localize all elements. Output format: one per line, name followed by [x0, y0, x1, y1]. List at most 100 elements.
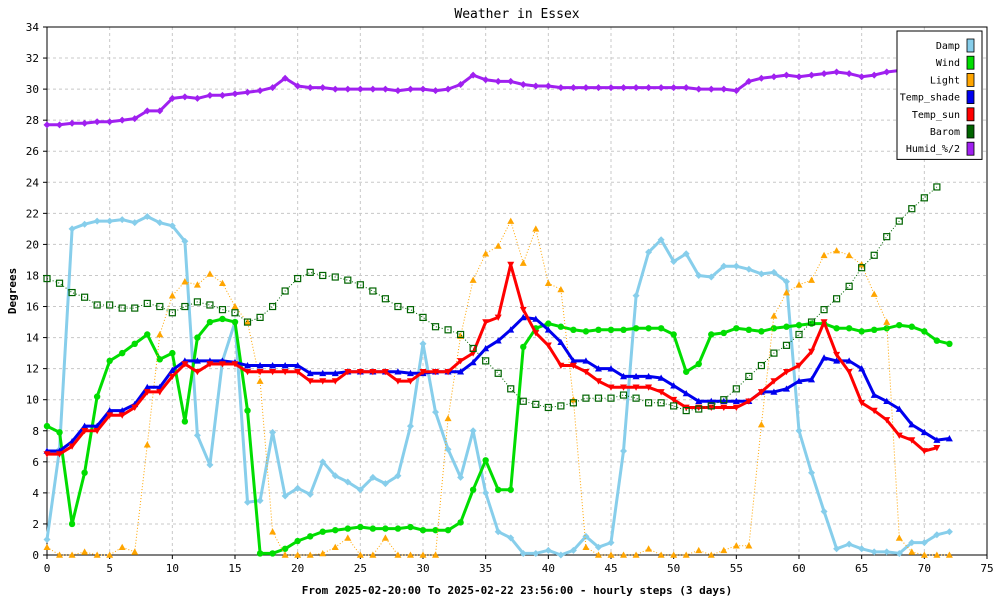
- data-point-light: [657, 551, 665, 558]
- data-point-temp-shade: [870, 391, 878, 398]
- data-point-light: [419, 551, 427, 558]
- data-point-barom: [344, 276, 352, 284]
- legend-label-temp-sun: Temp_sun: [912, 110, 960, 121]
- data-point-damp: [106, 217, 114, 225]
- y-tick-label: 32: [26, 52, 39, 65]
- data-point-light: [68, 551, 76, 558]
- data-point-light: [670, 551, 678, 558]
- data-point-temp-sun: [331, 378, 339, 385]
- legend-swatch-wind: [966, 55, 975, 70]
- data-point-wind: [657, 325, 665, 332]
- data-point-light: [908, 548, 916, 555]
- data-point-barom: [883, 233, 891, 241]
- data-point-damp: [68, 225, 76, 233]
- data-point-humid-2: [532, 82, 540, 90]
- data-point-light: [256, 377, 264, 384]
- data-point-damp: [895, 549, 903, 557]
- data-point-barom: [457, 330, 465, 339]
- data-point-wind: [845, 325, 853, 332]
- data-point-humid-2: [569, 84, 577, 92]
- data-point-wind: [307, 533, 314, 540]
- data-point-barom: [231, 309, 239, 317]
- data-point-damp: [620, 447, 628, 455]
- data-point-barom: [557, 402, 565, 410]
- y-tick-label: 16: [26, 301, 39, 314]
- data-point-humid-2: [319, 84, 327, 92]
- data-point-damp: [670, 257, 678, 265]
- data-point-temp-shade: [569, 357, 577, 364]
- data-point-damp: [118, 216, 126, 224]
- data-point-wind: [357, 523, 364, 531]
- data-point-temp-sun: [168, 373, 176, 380]
- data-point-temp-sun: [657, 389, 665, 396]
- data-point-damp: [344, 478, 352, 486]
- data-point-humid-2: [519, 80, 527, 88]
- data-point-damp: [419, 340, 427, 348]
- data-point-temp-sun: [833, 351, 841, 359]
- data-point-wind: [156, 356, 163, 363]
- data-point-wind: [607, 326, 615, 334]
- x-tick-label: 40: [542, 562, 555, 575]
- data-point-light: [895, 534, 903, 541]
- data-point-temp-shade: [81, 422, 89, 429]
- data-point-barom: [68, 288, 76, 297]
- data-point-light: [745, 542, 753, 549]
- data-point-humid-2: [732, 87, 740, 95]
- legend: Damp Wind Light Temp_shade Temp_sun Barom Humi…: [896, 30, 983, 160]
- legend-swatch-barom: [966, 124, 975, 139]
- data-point-temp-shade: [482, 344, 490, 352]
- data-point-temp-shade: [795, 377, 803, 384]
- data-point-barom: [93, 301, 101, 309]
- data-point-temp-sun: [870, 407, 878, 415]
- series: [43, 66, 953, 559]
- data-point-humid-2: [356, 85, 364, 93]
- data-point-wind: [482, 457, 489, 464]
- data-point-light: [582, 543, 590, 551]
- data-point-temp-sun: [193, 368, 201, 376]
- data-point-temp-sun: [356, 368, 364, 376]
- data-point-damp: [920, 539, 928, 547]
- data-point-temp-sun: [482, 319, 490, 326]
- data-point-temp-sun: [507, 261, 515, 269]
- data-point-humid-2: [43, 121, 51, 129]
- x-tick-label: 10: [166, 562, 179, 575]
- data-point-wind: [244, 407, 251, 414]
- x-tick-label: 60: [792, 562, 805, 575]
- data-point-wind: [871, 326, 878, 334]
- data-point-wind: [833, 325, 840, 332]
- x-tick-label: 5: [106, 562, 113, 575]
- data-point-light: [131, 548, 139, 555]
- data-point-temp-shade: [118, 407, 126, 414]
- data-point-temp-sun: [143, 389, 151, 396]
- data-point-damp: [732, 262, 740, 270]
- data-point-temp-sun: [256, 368, 264, 376]
- data-point-wind: [645, 325, 652, 332]
- data-point-damp: [269, 428, 277, 436]
- data-point-light: [770, 312, 778, 319]
- data-point-barom: [657, 399, 665, 407]
- data-point-damp: [833, 545, 841, 553]
- data-point-humid-2: [269, 84, 277, 92]
- data-point-barom: [494, 369, 502, 377]
- series-humid-2: [43, 66, 903, 129]
- data-point-temp-shade: [319, 369, 327, 377]
- y-tick-label: 0: [32, 549, 39, 562]
- data-point-wind: [93, 393, 101, 400]
- data-point-light: [444, 414, 452, 422]
- data-point-barom: [143, 299, 151, 308]
- legend-swatch-temp-sun: [966, 107, 975, 122]
- data-point-barom: [444, 326, 452, 334]
- data-point-wind: [131, 340, 138, 347]
- data-point-damp: [845, 540, 853, 548]
- data-point-damp: [582, 532, 590, 540]
- data-point-light: [557, 285, 565, 293]
- data-point-barom: [181, 302, 189, 311]
- data-point-humid-2: [444, 85, 452, 93]
- x-tick-label: 35: [479, 562, 492, 575]
- y-tick-label: 24: [26, 176, 40, 189]
- data-point-humid-2: [81, 119, 89, 127]
- data-point-damp: [306, 490, 314, 498]
- data-point-temp-sun: [632, 384, 640, 391]
- data-point-humid-2: [557, 84, 565, 92]
- data-point-damp: [795, 427, 803, 435]
